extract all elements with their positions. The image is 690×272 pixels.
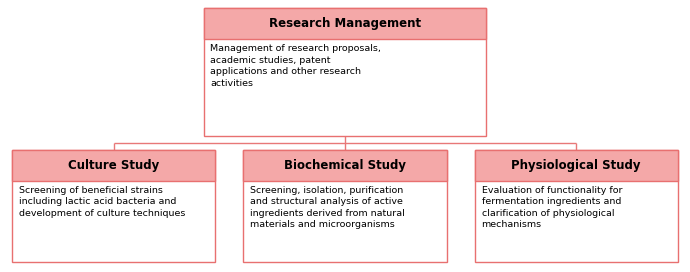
Text: Research Management: Research Management [269,17,421,30]
Text: Physiological Study: Physiological Study [511,159,641,172]
FancyBboxPatch shape [475,150,678,262]
Text: Culture Study: Culture Study [68,159,159,172]
Text: Management of research proposals,
academic studies, patent
applications and othe: Management of research proposals, academ… [210,44,382,88]
FancyBboxPatch shape [243,150,447,181]
FancyBboxPatch shape [475,150,678,181]
FancyBboxPatch shape [243,150,447,262]
Text: Screening, isolation, purification
and structural analysis of active
ingredients: Screening, isolation, purification and s… [250,186,404,229]
FancyBboxPatch shape [12,150,215,262]
Text: Evaluation of functionality for
fermentation ingredients and
clarification of ph: Evaluation of functionality for fermenta… [482,186,622,229]
FancyBboxPatch shape [204,8,486,136]
Text: Biochemical Study: Biochemical Study [284,159,406,172]
FancyBboxPatch shape [204,8,486,39]
FancyBboxPatch shape [12,150,215,181]
Text: Screening of beneficial strains
including lactic acid bacteria and
development o: Screening of beneficial strains includin… [19,186,186,218]
